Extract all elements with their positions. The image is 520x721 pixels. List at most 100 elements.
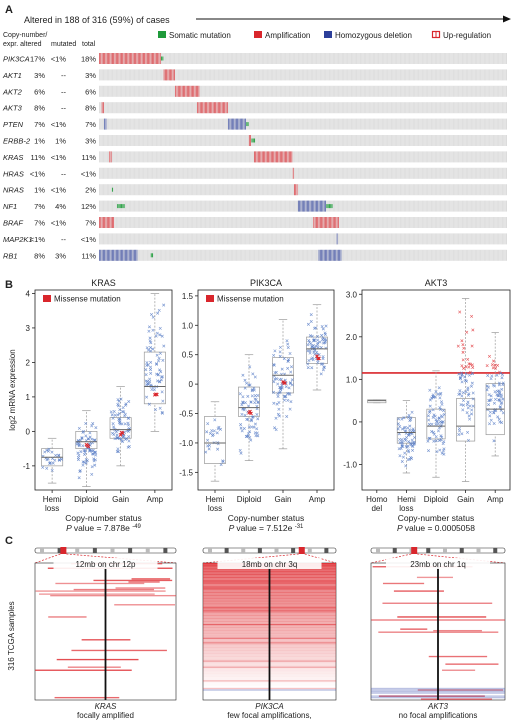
oncoprint-cell-upregulation [106, 217, 108, 228]
oncoprint-cell-upregulation [223, 102, 224, 114]
oncoprint-cell-deletion [239, 118, 241, 130]
data-point [81, 444, 85, 448]
data-point [239, 451, 243, 455]
oncoprint-cell-upregulation [275, 151, 277, 163]
data-point [48, 461, 52, 465]
data-point [249, 418, 254, 422]
data-point [147, 325, 151, 329]
oncoprint-cell-deletion [340, 249, 342, 261]
data-point [287, 358, 291, 362]
data-point [275, 377, 279, 381]
data-point [219, 463, 223, 467]
data-point [162, 303, 166, 307]
oncoprint-cell-upregulation [226, 102, 228, 114]
oncoprint-cell-upregulation [207, 102, 209, 114]
data-point [290, 383, 294, 387]
data-point [241, 400, 245, 404]
data-point [253, 401, 257, 405]
mut-percent: -- [61, 87, 66, 96]
data-point [46, 457, 50, 461]
cn-percent: <1% [30, 169, 46, 178]
y-tick-label: -1.0 [179, 439, 193, 448]
oncoprint-cell-upregulation [283, 151, 285, 163]
data-point [113, 437, 117, 441]
data-point [114, 430, 118, 434]
x-tick-label: Hemi loss [206, 495, 225, 513]
oncoprint-cell-upregulation [110, 217, 112, 228]
data-point [307, 339, 311, 343]
legend-label: Somatic mutation [169, 31, 231, 40]
oncoprint-cell-upregulation [323, 217, 325, 228]
data-point [160, 411, 164, 415]
oncoprint-cell-upregulation [250, 135, 251, 146]
data-point [127, 399, 131, 403]
gene-label: AKT1 [2, 71, 22, 80]
oncoprint-cell-upregulation [144, 53, 145, 64]
data-point [121, 440, 125, 444]
cn-percent: 7% [34, 202, 45, 211]
oncoprint-cell-upregulation [139, 53, 140, 64]
panel-c-label: C [5, 535, 13, 547]
oncoprint-cell-upregulation [321, 217, 322, 228]
data-point [150, 387, 154, 391]
data-point [147, 402, 151, 406]
oncoprint-cell-upregulation [256, 151, 258, 163]
data-point [110, 413, 114, 417]
box [75, 431, 98, 449]
data-point [276, 394, 280, 398]
data-point [217, 425, 221, 429]
data-point [82, 460, 86, 464]
oncoprint-cell-deletion [314, 200, 316, 212]
oncoprint-cell-deletion [332, 249, 334, 261]
oncoprint-cell-deletion [319, 200, 321, 212]
oncoprint-cell-upregulation [128, 53, 130, 64]
oncoprint-cell-upregulation [110, 151, 112, 163]
oncoprint-cell-upregulation [171, 69, 173, 81]
data-point [151, 328, 155, 332]
data-point [159, 370, 163, 374]
legend-label: Amplification [265, 31, 310, 40]
data-point [57, 458, 61, 462]
oncoprint-cell-deletion [105, 118, 107, 130]
oncoprint-cell-upregulation [189, 85, 191, 97]
oncoprint-cell-upregulation [183, 85, 184, 97]
oncoprint-cell-deletion [317, 200, 319, 212]
y-tick-label: -1 [23, 462, 31, 471]
oncoprint-cell-deletion [104, 118, 105, 130]
oncoprint-cell-deletion [336, 249, 338, 261]
data-point [249, 419, 253, 423]
data-point [290, 378, 294, 382]
oncoprint-cell-upregulation [101, 217, 103, 228]
oncoprint-cell-mutation [326, 204, 328, 209]
data-point [127, 435, 131, 439]
y-tick-label: -1.5 [179, 468, 193, 477]
oncoprint-cell-upregulation [108, 217, 109, 228]
data-point [285, 392, 290, 396]
data-point [53, 458, 57, 462]
data-point [154, 334, 158, 338]
oncoprint-cell-upregulation [179, 85, 180, 97]
oncoprint-cell-deletion [100, 249, 102, 261]
oncoprint-cell-upregulation [181, 85, 183, 97]
oncoprint-cell-deletion [235, 118, 237, 130]
data-point [127, 439, 131, 443]
gene-label: BRAF [3, 219, 23, 228]
data-point [215, 431, 219, 435]
data-point [284, 385, 288, 389]
oncoprint-cell-upregulation [217, 102, 219, 114]
data-point [218, 427, 222, 431]
oncoprint-cell-upregulation [136, 53, 138, 64]
oncoprint-cell-deletion [114, 249, 116, 261]
oncoprint-cell-deletion [322, 249, 324, 261]
data-point [158, 380, 162, 384]
data-point [82, 449, 86, 453]
data-point [246, 394, 250, 398]
oncoprint-cell-deletion [309, 200, 311, 212]
x-tick-label-line: Hemi [206, 495, 225, 504]
oncoprint-cell-deletion [319, 249, 321, 261]
data-point [90, 452, 94, 456]
oncoprint-cell-upregulation [261, 151, 263, 163]
legend-swatch [324, 31, 332, 38]
mut-percent: 3% [55, 251, 66, 260]
gene-label: AKT3 [2, 104, 23, 113]
